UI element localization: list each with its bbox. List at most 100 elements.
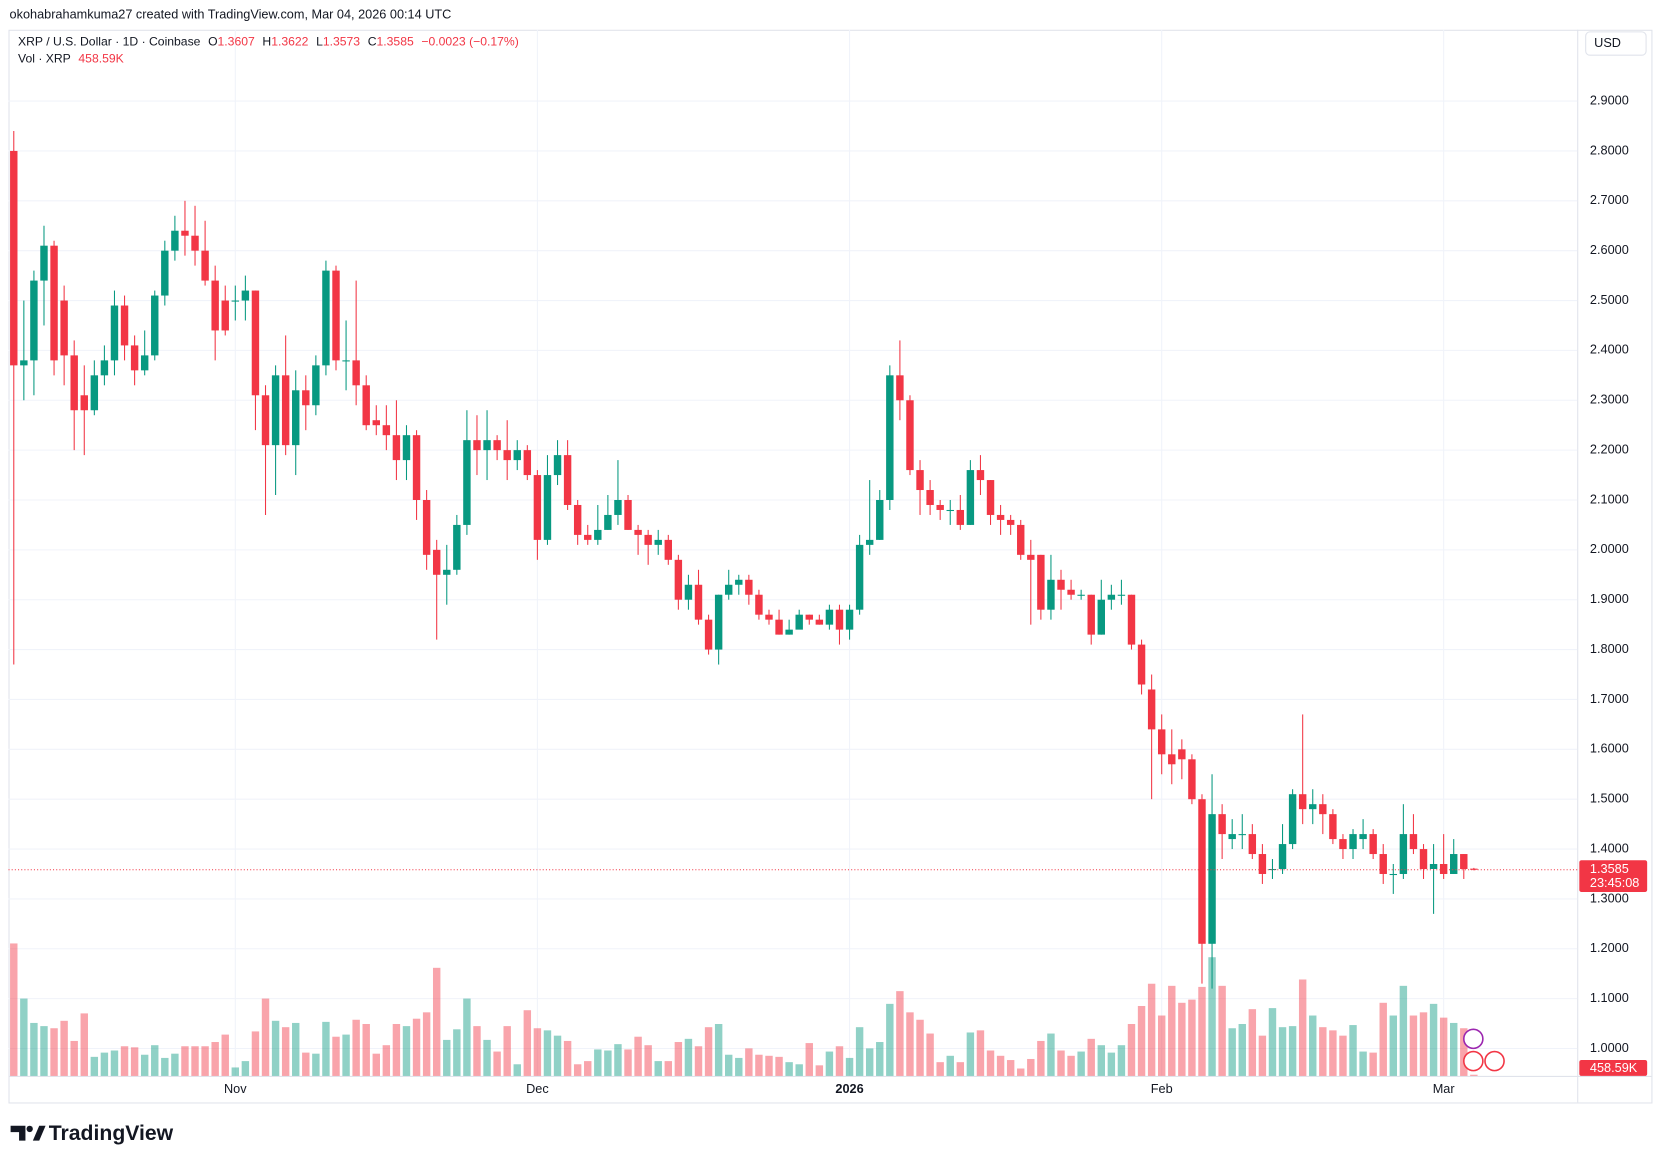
volume-bar: [845, 1057, 854, 1076]
candle-body: [342, 360, 350, 362]
candle-body: [181, 230, 189, 236]
candle-body: [664, 539, 673, 560]
volume-bar: [493, 1051, 501, 1076]
volume-bar: [181, 1046, 189, 1076]
candle-body: [704, 619, 713, 650]
currency-button[interactable]: [1585, 31, 1647, 56]
volume-bar: [1329, 1030, 1337, 1076]
volume-bar: [1399, 985, 1408, 1076]
volume-bar: [30, 1022, 38, 1076]
volume-bar: [654, 1061, 662, 1076]
candle-body: [483, 440, 491, 451]
volume-bar: [986, 1050, 995, 1076]
candle-body: [1047, 579, 1055, 610]
volume-bar: [463, 998, 471, 1076]
volume-bar: [453, 1029, 461, 1076]
volume-bar: [130, 1047, 139, 1076]
candle-body: [30, 280, 38, 361]
y-tick-label: 1.6000: [1590, 741, 1629, 756]
candle-body: [1137, 644, 1146, 685]
candle-body: [1470, 868, 1478, 870]
volume-bar: [946, 1055, 954, 1076]
y-tick-label: 1.1000: [1590, 990, 1629, 1005]
volume-bar: [1107, 1052, 1116, 1076]
volume-bar: [1137, 1005, 1146, 1076]
candle-body: [1339, 839, 1347, 850]
candle-body: [1127, 594, 1136, 645]
candle-body: [896, 375, 904, 401]
volume-bar: [1077, 1051, 1085, 1076]
volume-bar: [392, 1023, 401, 1076]
volume-bar: [281, 1027, 290, 1076]
candle-body: [1419, 849, 1428, 869]
volume-bar: [745, 1048, 753, 1076]
volume-bar: [70, 1040, 78, 1076]
volume-bar: [664, 1061, 673, 1076]
volume-bar: [1450, 1022, 1458, 1076]
candle-body: [916, 470, 924, 491]
volume-bar: [1298, 979, 1307, 1076]
candle-body: [573, 504, 582, 535]
candle-body: [1168, 754, 1176, 765]
candle-body: [231, 300, 240, 302]
candle-body: [1157, 729, 1166, 755]
candle-body: [654, 539, 662, 545]
candle-body: [553, 455, 562, 476]
volume-bar: [825, 1051, 834, 1076]
candle-body: [422, 499, 431, 555]
candle-body: [80, 395, 88, 411]
candle-body: [382, 425, 391, 436]
candle-body: [261, 395, 270, 446]
candle-body: [292, 390, 300, 446]
volume-bar: [684, 1038, 693, 1076]
candle-body: [725, 584, 733, 595]
candle-body: [563, 455, 572, 505]
candle-body: [1278, 844, 1287, 869]
volume-bar: [976, 1030, 985, 1076]
volume-bar: [966, 1032, 975, 1076]
volume-bar: [362, 1023, 370, 1076]
y-tick-label: 2.6000: [1590, 242, 1629, 257]
candle-body: [1379, 854, 1387, 874]
volume-bar: [1198, 986, 1206, 1076]
volume-bar: [1419, 1012, 1428, 1076]
volume-bar: [60, 1020, 68, 1076]
candle-body: [443, 569, 451, 575]
volume-bar: [1228, 1028, 1236, 1076]
event-icon: [1462, 1050, 1484, 1072]
y-tick-label: 2.1000: [1590, 491, 1629, 506]
volume-bar: [1188, 999, 1196, 1076]
volume-bar: [1409, 1015, 1418, 1076]
volume-bar: [604, 1050, 612, 1076]
y-tick-label: 1.7000: [1590, 691, 1629, 706]
candle-body: [1329, 814, 1337, 840]
candle-body: [241, 290, 250, 301]
volume-bar: [1168, 985, 1176, 1076]
volume-bar: [624, 1049, 632, 1076]
volume-bar: [594, 1049, 602, 1076]
volume-bar: [1460, 1028, 1468, 1076]
candle-body: [644, 534, 652, 545]
volume-bar: [886, 1003, 894, 1076]
volume-bar: [533, 1028, 542, 1076]
y-tick-label: 1.8000: [1590, 641, 1629, 656]
candle-body: [140, 355, 149, 371]
volume-bar: [1057, 1050, 1065, 1076]
volume-bar: [1309, 1015, 1317, 1076]
candle-body: [906, 400, 914, 471]
candle-body: [1268, 868, 1277, 871]
candle-body: [362, 385, 370, 426]
volume-bar: [372, 1053, 380, 1076]
candle-body: [60, 300, 68, 356]
volume-bar: [352, 1019, 360, 1076]
volume-bar: [1238, 1023, 1246, 1076]
volume-bar: [795, 1064, 803, 1076]
candle-body: [604, 514, 612, 530]
volume-bar: [50, 1028, 58, 1076]
volume-bar: [865, 1048, 874, 1076]
candle-body: [1077, 594, 1085, 596]
volume-bar: [191, 1046, 199, 1076]
candle-body: [986, 480, 995, 515]
candle-body: [714, 594, 723, 650]
candle-body: [473, 440, 481, 451]
